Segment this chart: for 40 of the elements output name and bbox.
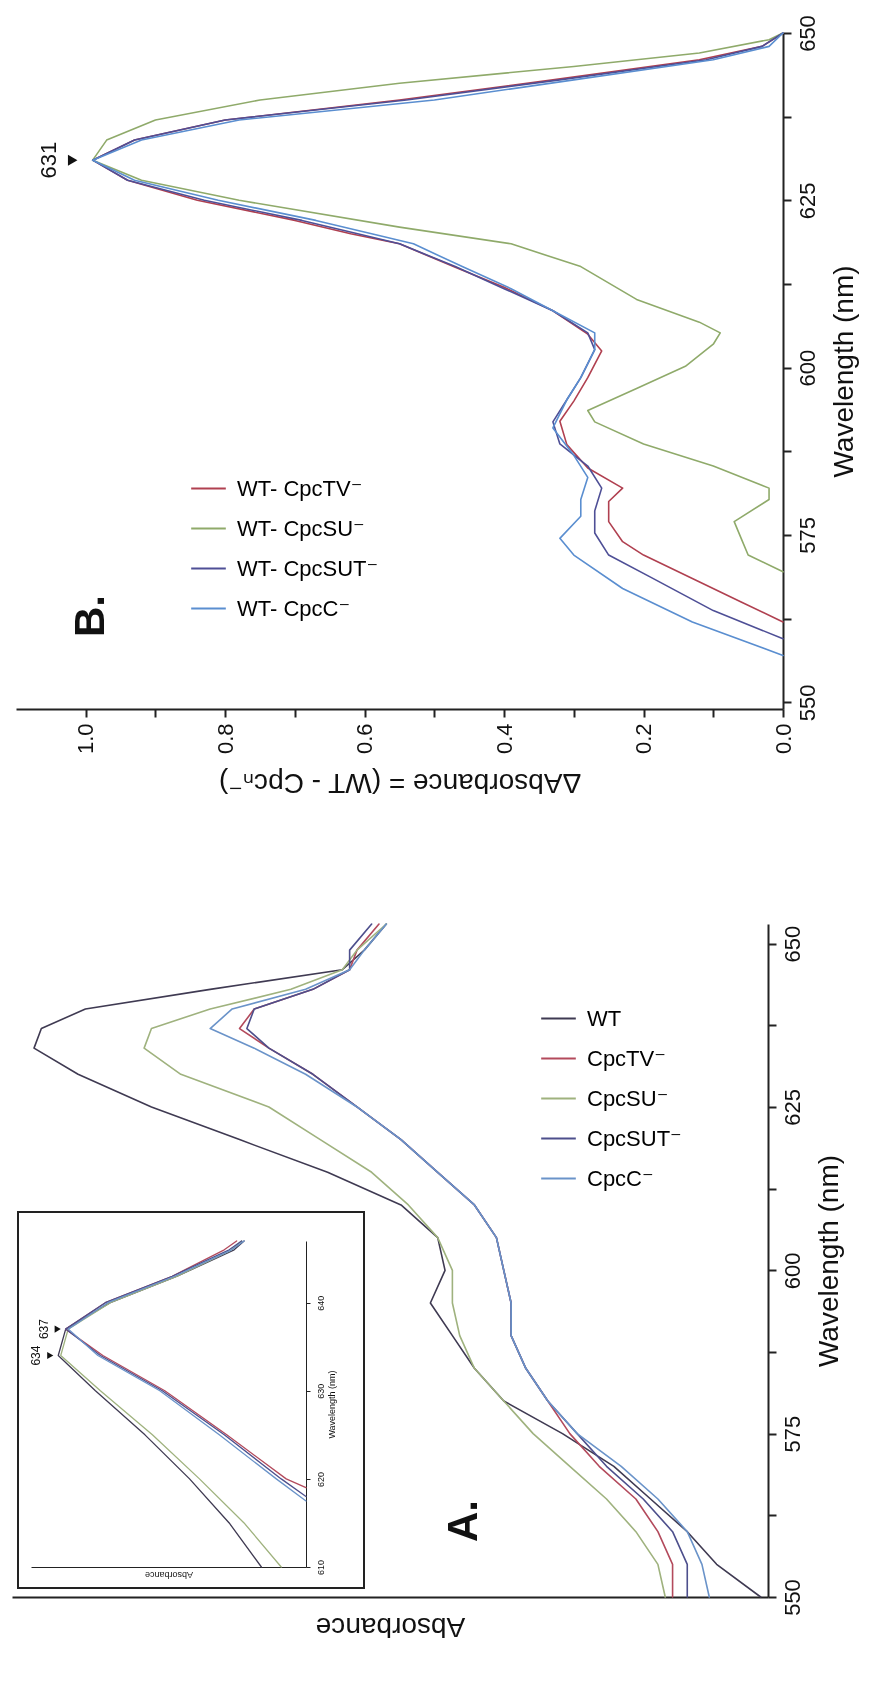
legend-label: WT- CpcC⁻ [237,595,351,621]
y-axis-title: Wavelength (nm) [827,265,859,478]
y-axis-title: Wavelength (nm) [812,1154,844,1368]
y-tick-label: 600 [794,349,820,387]
x-axis-title: ΔAbsorbance = (WT - Cpcₙ⁻) [218,768,582,800]
x-axis-title: Absorbance [144,1569,194,1580]
y-tick-label: 575 [794,517,820,554]
text: B. [66,595,113,637]
legend-label: WT [587,1005,622,1031]
x-tick-label: 0.4 [491,723,517,755]
legend-label: CpcC⁻ [587,1165,654,1191]
y-tick-label: 650 [779,925,805,963]
y-tick-label: 640 [315,1295,326,1311]
y-tick-label: 550 [779,1579,805,1616]
annotation: 631 [35,141,61,179]
y-tick-label: 630 [315,1383,326,1399]
legend-label: CpcSU⁻ [587,1085,669,1111]
x-tick-label: 1.0 [73,723,99,755]
y-tick-label: 620 [315,1471,326,1487]
legend-label: WT- CpcTV⁻ [237,475,363,501]
y-tick-label: 550 [794,684,820,722]
legend-label: CpcTV⁻ [587,1045,666,1071]
x-tick-label: 0.8 [212,723,238,755]
x-tick-label: 0.6 [352,723,378,755]
y-axis-title: Wavelength (nm) [326,1370,337,1439]
text: A. [439,1500,486,1542]
x-axis-title: Absorbance [315,1611,466,1643]
legend-label: CpcSUT⁻ [587,1125,682,1151]
y-tick-label: 625 [779,1089,805,1126]
annotation: 634 [29,1345,44,1366]
y-tick-label: 625 [794,182,820,220]
x-tick-label: 0.0 [770,723,796,755]
legend-label: WT- CpcSU⁻ [237,515,365,541]
y-tick-label: 650 [794,15,820,52]
legend-label: WT- CpcSUT⁻ [237,555,379,581]
y-tick-label: 575 [779,1415,805,1453]
y-tick-label: 610 [315,1559,326,1576]
x-tick-label: 0.2 [631,723,657,755]
y-tick-label: 600 [779,1252,805,1290]
annotation: 637 [36,1318,51,1340]
